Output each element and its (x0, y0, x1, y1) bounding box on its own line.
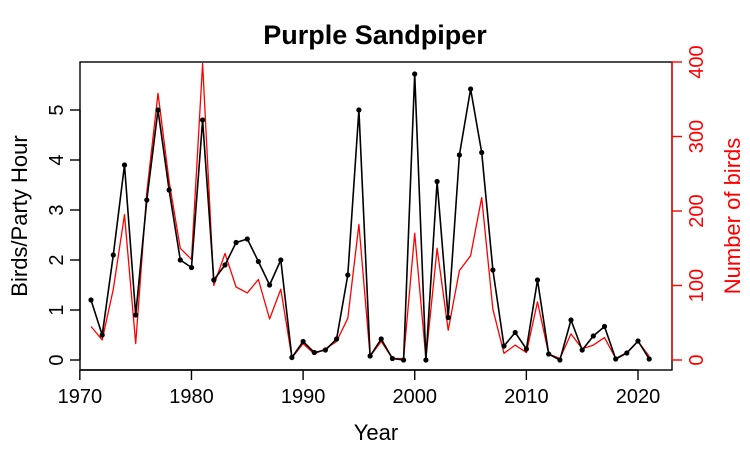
data-point (110, 252, 116, 258)
data-point (188, 264, 195, 271)
data-point (88, 297, 94, 303)
x-tick-label: 1990 (281, 386, 326, 408)
data-point (166, 187, 172, 193)
data-point (300, 338, 306, 345)
data-point (155, 107, 161, 113)
y-right-tick-label: 400 (686, 45, 708, 78)
data-point (378, 336, 384, 342)
data-point (523, 346, 530, 352)
data-point (601, 323, 608, 330)
data-point (356, 107, 362, 113)
data-point (267, 282, 273, 288)
data-point (624, 350, 630, 356)
x-tick-label: 1980 (169, 386, 214, 408)
x-tick-label: 2020 (616, 386, 661, 408)
y-right-tick-label: 300 (686, 120, 708, 153)
y-right-tick-label: 200 (686, 194, 708, 227)
data-point (278, 257, 284, 263)
data-point (389, 355, 395, 362)
chart-title: Purple Sandpiper (263, 20, 487, 50)
y-axis-left: 0 1 2 3 4 5 (46, 104, 81, 366)
data-point (635, 338, 641, 344)
data-point (401, 357, 407, 363)
x-axis: 1970 1980 1990 2000 2010 2020 (58, 369, 661, 408)
series-layer (88, 62, 652, 363)
data-point (590, 333, 596, 339)
y-left-tick-label: 1 (46, 304, 68, 315)
data-point (646, 356, 652, 362)
data-point (501, 343, 507, 349)
y-left-tick-label: 2 (46, 254, 68, 265)
data-point (233, 239, 239, 246)
data-point (211, 277, 217, 283)
data-point (177, 257, 183, 263)
data-point (334, 336, 340, 342)
data-point (244, 236, 250, 242)
data-point (512, 329, 518, 336)
data-point (311, 349, 317, 356)
plot-box (79, 61, 673, 371)
data-point (479, 149, 485, 156)
data-point (345, 272, 351, 278)
x-tick-label: 2000 (392, 386, 437, 408)
data-point (534, 277, 541, 283)
data-point (456, 152, 462, 158)
data-point (568, 317, 574, 323)
data-point (579, 347, 585, 353)
data-point (557, 357, 563, 363)
data-point (423, 357, 429, 363)
data-point (412, 71, 418, 77)
data-point (255, 258, 261, 265)
data-point (133, 312, 139, 318)
data-point (434, 178, 440, 185)
y-left-tick-label: 5 (46, 104, 68, 115)
data-point (490, 267, 496, 273)
data-point (468, 86, 474, 92)
y-axis-left-label: Birds/Party Hour (7, 135, 32, 296)
y-right-tick-label: 100 (686, 269, 708, 302)
y-axis-right-label: Number of birds (720, 138, 745, 295)
y-left-tick-label: 4 (46, 154, 68, 165)
y-axis-right: 0 100 200 300 400 (671, 45, 708, 366)
data-point (613, 356, 619, 362)
data-point (99, 332, 105, 338)
data-point (200, 117, 206, 123)
data-point (289, 354, 295, 361)
data-point (445, 314, 451, 321)
data-point (222, 262, 228, 268)
data-point (144, 197, 150, 203)
x-axis-label: Year (354, 420, 398, 445)
data-point (322, 347, 328, 353)
y-right-tick-label: 0 (686, 354, 708, 365)
data-point (121, 162, 128, 168)
y-left-tick-label: 3 (46, 204, 68, 215)
y-left-tick-label: 0 (46, 354, 68, 365)
x-tick-label: 1970 (58, 386, 103, 408)
data-point (546, 351, 552, 357)
series-line-number-of-birds (90, 62, 650, 360)
data-point (367, 353, 373, 359)
x-tick-label: 2010 (504, 386, 549, 408)
